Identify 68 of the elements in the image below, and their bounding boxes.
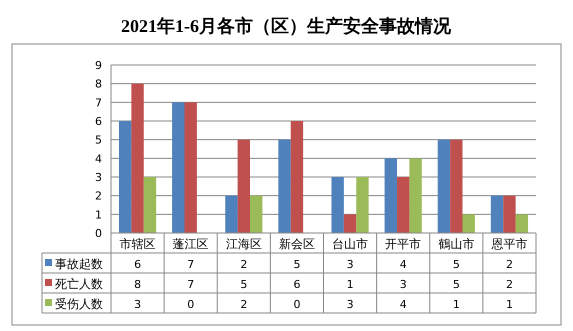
x-tick-label: 开平市 <box>385 237 422 251</box>
bar <box>438 140 450 233</box>
data-label: 5 <box>293 258 300 271</box>
bar <box>409 158 422 233</box>
bar <box>503 196 516 233</box>
x-tick-label: 江海区 <box>226 237 262 251</box>
bar <box>516 214 528 233</box>
data-label: 2 <box>506 258 513 271</box>
y-tick-label: 6 <box>95 115 102 128</box>
bar <box>356 177 369 233</box>
data-label: 5 <box>452 278 460 291</box>
data-label: 0 <box>187 298 194 311</box>
data-label: 7 <box>187 258 194 271</box>
bar <box>462 214 475 233</box>
legend-label: 事故起数 <box>55 257 103 271</box>
y-tick-label: 3 <box>95 171 102 184</box>
data-label: 5 <box>452 258 460 271</box>
data-label: 3 <box>134 298 142 311</box>
data-label: 3 <box>346 258 354 271</box>
legend-label: 受伤人数 <box>55 297 103 311</box>
x-tick-label: 市辖区 <box>120 237 156 251</box>
chart-title: 2021年1-6月各市（区）生产安全事故情况 <box>121 16 452 36</box>
data-label: 2 <box>240 258 248 271</box>
data-label: 7 <box>187 278 194 291</box>
bar <box>384 158 397 233</box>
y-tick-label: 9 <box>95 59 102 72</box>
data-label: 5 <box>240 278 248 291</box>
y-tick-label: 0 <box>95 227 102 240</box>
data-label: 6 <box>134 258 142 271</box>
y-tick-label: 8 <box>95 78 102 91</box>
bar <box>172 102 184 233</box>
bar <box>131 84 144 233</box>
bar <box>144 177 156 233</box>
bar <box>250 196 262 233</box>
data-label: 2 <box>506 278 513 291</box>
bar <box>450 140 463 233</box>
y-tick-label: 2 <box>95 190 102 203</box>
data-label: 4 <box>400 298 407 311</box>
x-tick-label: 恩平市 <box>490 237 528 251</box>
data-label: 1 <box>506 298 513 311</box>
bar <box>278 140 291 233</box>
data-label: 4 <box>400 258 407 271</box>
y-tick-label: 7 <box>95 96 102 110</box>
data-label: 8 <box>134 278 142 291</box>
legend-label: 死亡人数 <box>55 277 103 291</box>
bar <box>490 196 504 233</box>
data-label: 1 <box>452 298 460 311</box>
bar <box>344 214 356 233</box>
bar <box>331 177 344 233</box>
data-label: 2 <box>240 298 248 311</box>
data-label: 0 <box>293 298 300 311</box>
data-label: 3 <box>346 298 354 311</box>
x-tick-label: 新会区 <box>278 237 315 251</box>
data-label: 6 <box>293 278 300 291</box>
x-tick-label: 蓬江区 <box>172 237 209 251</box>
y-tick-label: 1 <box>95 208 102 222</box>
bar <box>238 140 250 233</box>
data-label: 3 <box>400 278 407 291</box>
x-tick-label: 鶴山市 <box>438 237 474 251</box>
y-tick-label: 5 <box>95 134 102 147</box>
bar <box>290 121 304 233</box>
y-tick-label: 4 <box>95 152 102 166</box>
bar <box>396 177 410 233</box>
bar <box>118 121 132 233</box>
bar <box>225 196 238 233</box>
data-label: 1 <box>346 278 354 291</box>
x-tick-label: 台山市 <box>332 237 368 251</box>
bar <box>184 102 197 233</box>
